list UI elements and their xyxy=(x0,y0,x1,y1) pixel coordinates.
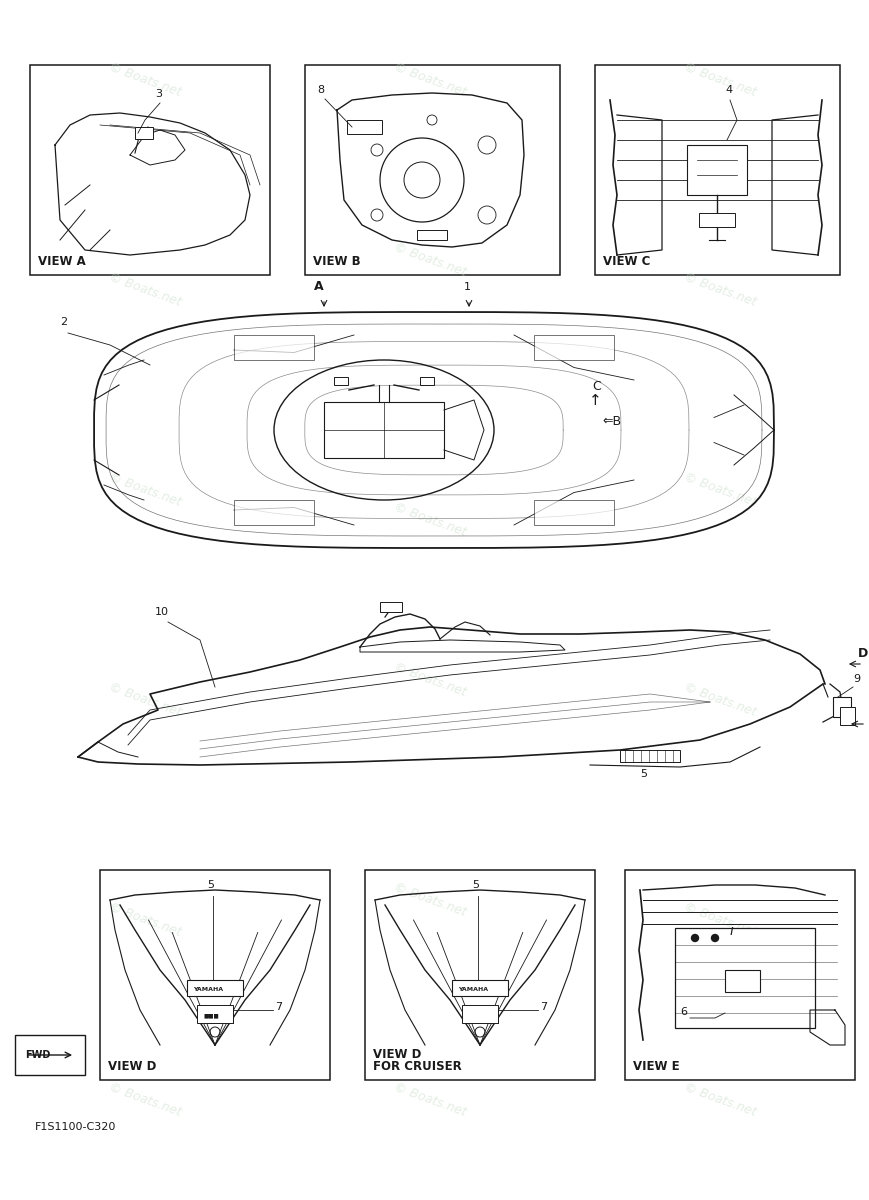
Bar xyxy=(100,870,330,1080)
Text: © Boats.net: © Boats.net xyxy=(107,1081,183,1120)
Text: D: D xyxy=(858,647,868,660)
Bar xyxy=(305,65,560,275)
Text: ⇐B: ⇐B xyxy=(602,415,621,428)
Text: © Boats.net: © Boats.net xyxy=(682,901,758,940)
Text: © Boats.net: © Boats.net xyxy=(107,901,183,940)
Text: © Boats.net: © Boats.net xyxy=(392,661,468,700)
Text: © Boats.net: © Boats.net xyxy=(682,61,758,100)
Text: © Boats.net: © Boats.net xyxy=(107,680,183,719)
Text: i: i xyxy=(730,924,734,938)
Text: 7: 7 xyxy=(540,1002,547,1012)
Bar xyxy=(234,335,314,360)
Text: © Boats.net: © Boats.net xyxy=(392,61,468,100)
Text: C: C xyxy=(592,380,600,392)
Bar xyxy=(187,980,243,996)
Text: VIEW A: VIEW A xyxy=(38,254,86,268)
Text: YAMAHA: YAMAHA xyxy=(458,986,488,992)
Text: © Boats.net: © Boats.net xyxy=(392,1081,468,1120)
Bar xyxy=(380,602,402,612)
Circle shape xyxy=(692,935,699,942)
Text: A: A xyxy=(314,280,323,293)
Text: 5: 5 xyxy=(207,880,214,890)
Text: 2: 2 xyxy=(60,317,67,326)
Bar xyxy=(347,120,382,134)
Bar xyxy=(725,970,760,992)
Text: FOR CRUISER: FOR CRUISER xyxy=(373,1060,461,1073)
Text: F1S1100-C320: F1S1100-C320 xyxy=(35,1122,116,1132)
Bar xyxy=(833,697,851,716)
Bar xyxy=(675,928,815,1028)
Text: © Boats.net: © Boats.net xyxy=(682,271,758,310)
Bar xyxy=(417,230,447,240)
Text: VIEW B: VIEW B xyxy=(313,254,361,268)
Bar xyxy=(197,1006,233,1022)
Bar xyxy=(334,377,348,385)
Text: © Boats.net: © Boats.net xyxy=(392,241,468,280)
Bar xyxy=(462,1006,498,1022)
Text: 7: 7 xyxy=(275,1002,282,1012)
Text: ■■■: ■■■ xyxy=(203,1013,219,1018)
Bar xyxy=(234,500,314,526)
Text: 6: 6 xyxy=(680,1007,687,1018)
Bar xyxy=(595,65,840,275)
Bar xyxy=(687,145,747,194)
Bar xyxy=(625,870,855,1080)
Text: FWD: FWD xyxy=(25,1050,50,1060)
Text: 5: 5 xyxy=(640,769,647,779)
Text: 4: 4 xyxy=(725,85,732,95)
Bar xyxy=(324,402,444,458)
Bar xyxy=(15,1034,85,1075)
Bar xyxy=(840,707,855,725)
Text: 1: 1 xyxy=(464,282,471,292)
Circle shape xyxy=(712,935,719,942)
Text: VIEW E: VIEW E xyxy=(633,1060,680,1073)
Text: © Boats.net: © Boats.net xyxy=(682,470,758,509)
Text: 10: 10 xyxy=(155,607,169,617)
Bar xyxy=(135,127,153,139)
Text: © Boats.net: © Boats.net xyxy=(107,61,183,100)
Text: © Boats.net: © Boats.net xyxy=(107,470,183,509)
Text: © Boats.net: © Boats.net xyxy=(392,500,468,539)
Text: VIEW D: VIEW D xyxy=(108,1060,156,1073)
Bar xyxy=(365,870,595,1080)
Bar xyxy=(452,980,508,996)
Text: 9: 9 xyxy=(853,674,860,684)
Text: ↑: ↑ xyxy=(589,392,601,408)
Text: 5: 5 xyxy=(472,880,479,890)
Text: VIEW D: VIEW D xyxy=(373,1048,421,1061)
Bar xyxy=(420,377,434,385)
Bar xyxy=(534,335,614,360)
Text: 3: 3 xyxy=(155,89,162,98)
Text: © Boats.net: © Boats.net xyxy=(682,1081,758,1120)
Bar xyxy=(620,750,680,762)
Text: ⇐E: ⇐E xyxy=(868,710,869,722)
Bar xyxy=(699,214,735,227)
Bar xyxy=(30,65,270,275)
Text: © Boats.net: © Boats.net xyxy=(107,271,183,310)
Text: 8: 8 xyxy=(317,85,324,95)
Bar xyxy=(534,500,614,526)
Text: YAMAHA: YAMAHA xyxy=(193,986,223,992)
Text: © Boats.net: © Boats.net xyxy=(682,680,758,719)
Text: VIEW C: VIEW C xyxy=(603,254,650,268)
Text: © Boats.net: © Boats.net xyxy=(392,881,468,919)
